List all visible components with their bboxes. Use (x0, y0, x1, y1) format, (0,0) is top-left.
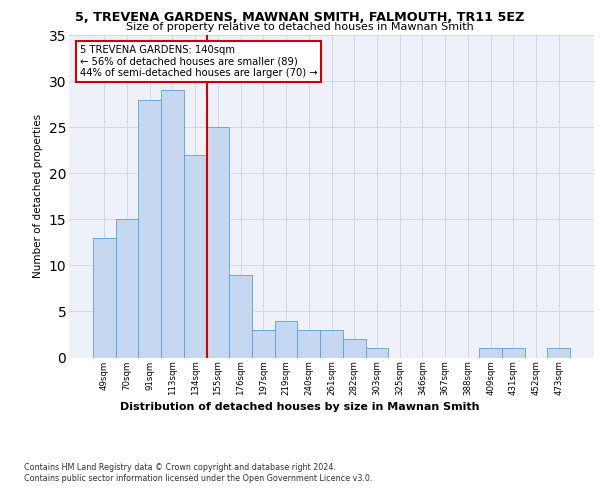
Bar (298, 330, 320, 357)
Bar (184, 155, 206, 358)
Text: Contains HM Land Registry data © Crown copyright and database right 2024.: Contains HM Land Registry data © Crown c… (24, 462, 336, 471)
Bar (547, 348, 570, 358)
Bar (479, 348, 502, 358)
Bar (365, 348, 388, 358)
Text: Distribution of detached houses by size in Mawnan Smith: Distribution of detached houses by size … (120, 402, 480, 412)
Bar (139, 100, 161, 358)
Bar (116, 220, 139, 358)
Text: Contains public sector information licensed under the Open Government Licence v3: Contains public sector information licen… (24, 474, 373, 483)
Bar (502, 348, 524, 358)
Text: Size of property relative to detached houses in Mawnan Smith: Size of property relative to detached ho… (126, 22, 474, 32)
Bar (93, 238, 116, 358)
Text: 5, TREVENA GARDENS, MAWNAN SMITH, FALMOUTH, TR11 5EZ: 5, TREVENA GARDENS, MAWNAN SMITH, FALMOU… (76, 11, 524, 24)
Bar (252, 330, 275, 357)
Bar (206, 127, 229, 358)
Bar (343, 339, 365, 357)
Bar (275, 320, 298, 358)
Text: 5 TREVENA GARDENS: 140sqm
← 56% of detached houses are smaller (89)
44% of semi-: 5 TREVENA GARDENS: 140sqm ← 56% of detac… (79, 44, 317, 78)
Bar (229, 274, 252, 357)
Bar (161, 90, 184, 358)
Y-axis label: Number of detached properties: Number of detached properties (33, 114, 43, 278)
Bar (320, 330, 343, 357)
